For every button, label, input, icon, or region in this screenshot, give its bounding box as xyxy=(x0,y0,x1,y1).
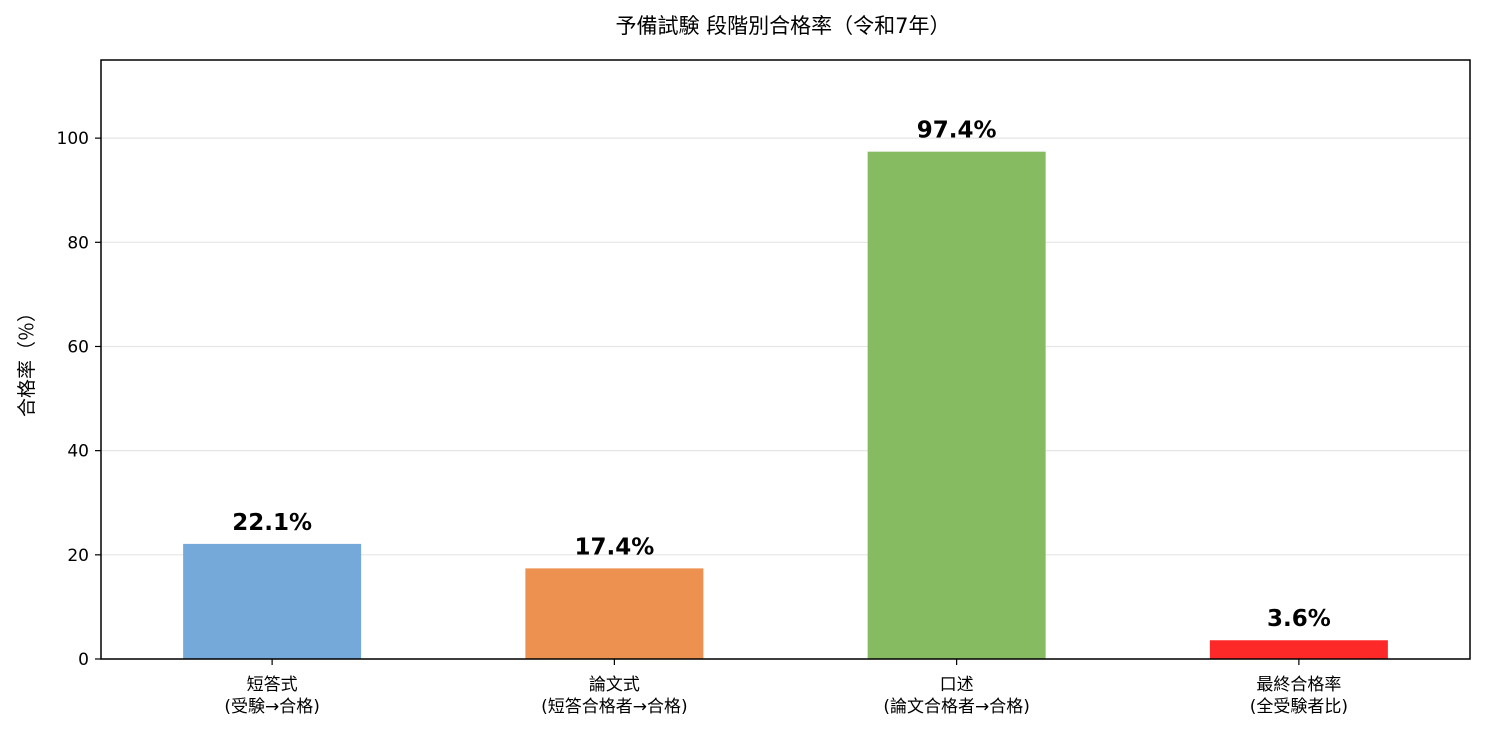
bar-value-label: 3.6% xyxy=(1267,606,1331,632)
chart-title: 予備試験 段階別合格率（令和7年） xyxy=(615,14,950,38)
x-tick-label-line: 最終合格率 xyxy=(1256,675,1341,695)
y-tick-label: 0 xyxy=(78,650,89,670)
x-tick-label-line: 短答式 xyxy=(247,675,298,695)
bar-value-label: 22.1% xyxy=(232,510,312,536)
y-tick-label: 20 xyxy=(67,546,89,566)
y-axis-ticks: 0 20 40 60 80 100 xyxy=(57,129,101,670)
bars xyxy=(183,151,1388,660)
y-axis-label: 合格率（％） xyxy=(16,303,38,417)
y-tick-label: 100 xyxy=(57,129,89,149)
x-tick-label-line: 口述 xyxy=(940,675,974,695)
x-tick-label: 論文式(短答合格者→合格) xyxy=(541,675,688,717)
bar xyxy=(867,151,1046,660)
x-tick-label: 最終合格率(全受験者比) xyxy=(1250,675,1348,717)
x-tick-label: 口述(論文合格者→合格) xyxy=(883,675,1030,717)
y-tick-label: 60 xyxy=(67,337,89,357)
bar-value-label: 97.4% xyxy=(917,118,997,144)
x-tick-label-line: 論文式 xyxy=(589,675,640,695)
x-tick-label-line: (全受験者比) xyxy=(1250,697,1348,717)
bar xyxy=(183,543,362,659)
x-tick-label-line: (短答合格者→合格) xyxy=(541,697,688,717)
bar-value-label: 17.4% xyxy=(574,534,654,560)
x-tick-label-line: (受験→合格) xyxy=(224,697,320,717)
x-tick-label: 短答式(受験→合格) xyxy=(224,675,320,717)
x-tick-label-line: (論文合格者→合格) xyxy=(883,697,1030,717)
x-axis-ticks: 短答式(受験→合格) 論文式(短答合格者→合格) 口述(論文合格者→合格) 最終合格率… xyxy=(224,659,1348,717)
bar xyxy=(1209,640,1388,659)
plot-frame xyxy=(100,59,1471,660)
bar xyxy=(525,568,704,659)
y-tick-label: 80 xyxy=(67,233,89,253)
value-labels: 22.1% 17.4% 97.4% 3.6% xyxy=(232,118,1331,633)
y-tick-label: 40 xyxy=(67,442,89,462)
